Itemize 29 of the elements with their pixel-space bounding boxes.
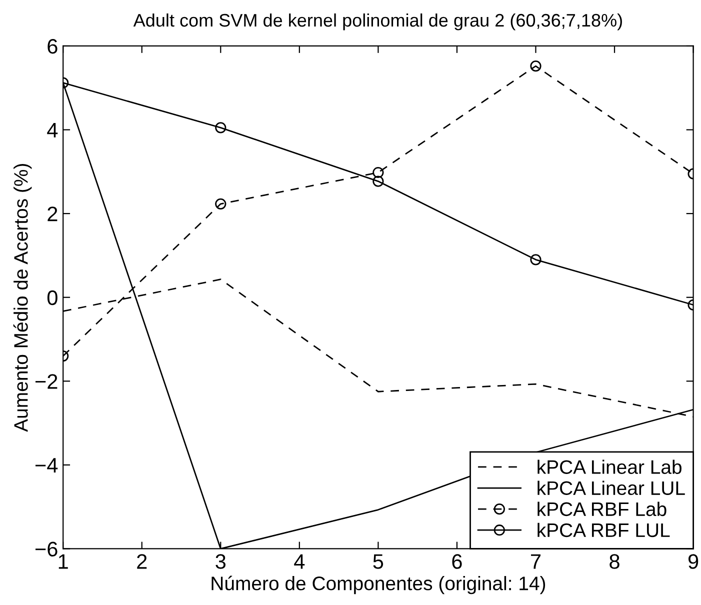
x-tick-label: 7 [531, 554, 540, 569]
point [372, 176, 384, 187]
y-tick-label: 0 [47, 290, 58, 306]
y-tick-label: 2 [48, 206, 58, 222]
y-tick-label: 6 [48, 38, 58, 54]
x-tick-label: 9 [688, 554, 698, 569]
point [372, 166, 384, 178]
point [215, 198, 226, 210]
point [215, 122, 226, 134]
y-axis-title: Aumento Médio de Acertos (%) [13, 164, 32, 432]
x-axis-title: Número de Componentes (original: 14) [212, 576, 546, 594]
x-tick-label: 4 [294, 554, 305, 569]
x-tick-label: 6 [452, 554, 462, 569]
x-tick-label: 5 [373, 554, 384, 569]
legend-label: kPCA RBF LUL [538, 522, 670, 538]
y-tick-label: −6 [36, 542, 58, 556]
y-tick-label: −4 [36, 458, 58, 472]
y-tick-label: 4 [47, 122, 58, 138]
x-tick-label: 1 [58, 554, 68, 569]
x-tick-label: 2 [137, 554, 147, 569]
legend-label: kPCA Linear LUL [538, 480, 685, 496]
legend-label: kPCA Linear Lab [538, 460, 682, 474]
point [530, 254, 542, 266]
point [530, 60, 542, 72]
y-tick-label: −2 [36, 374, 58, 389]
legend-label: kPCA RBF Lab [538, 502, 666, 516]
chart-title: Adult com SVM de kernel polinomial de grau 2 (60,36;7,18%) [133, 13, 622, 30]
x-tick-label: 3 [216, 554, 226, 569]
x-tick-label: 8 [610, 554, 620, 569]
